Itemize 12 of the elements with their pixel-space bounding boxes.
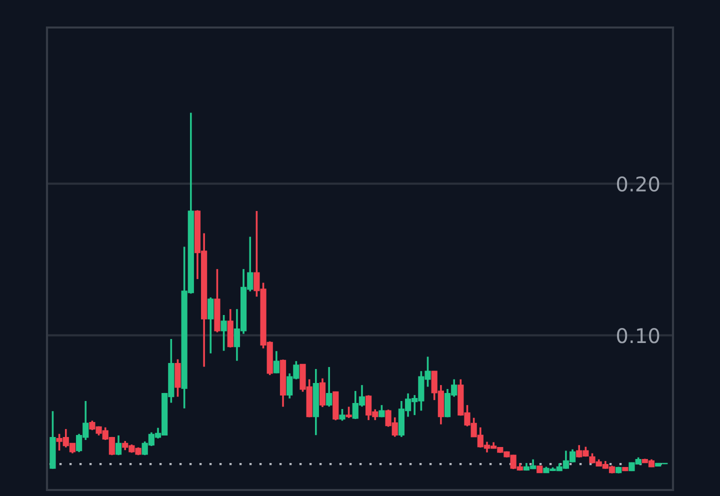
candlestick [378, 404, 385, 418]
candlestick [115, 434, 122, 456]
candlestick [208, 296, 214, 354]
candlestick [339, 408, 346, 422]
y-tick-label: 0.10 [616, 328, 660, 344]
candlestick [174, 358, 181, 398]
y-tick-label: 0.20 [616, 176, 660, 192]
candlestick [346, 406, 352, 419]
candlestick [319, 377, 326, 408]
candlestick [220, 314, 227, 352]
candlestick [326, 366, 332, 408]
candlestick [273, 350, 280, 374]
